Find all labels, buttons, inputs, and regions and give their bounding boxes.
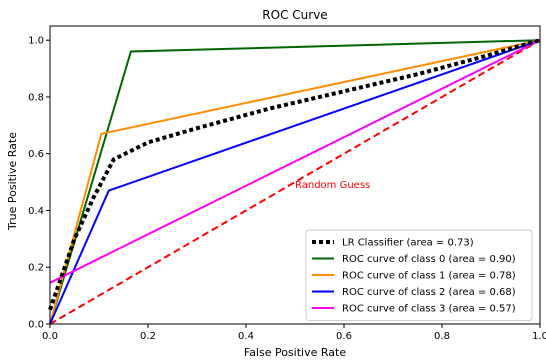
x-tick-label: 0.4	[238, 331, 254, 342]
y-tick-label: 0.6	[28, 149, 44, 160]
x-tick-label: 1.0	[532, 331, 546, 342]
series-line-4	[49, 39, 541, 284]
y-tick-label: 0.4	[28, 206, 44, 217]
x-tick-label: 0.8	[434, 331, 450, 342]
series-line-5	[49, 39, 541, 325]
plot-area	[48, 25, 541, 325]
y-tick-label: 1.0	[28, 36, 44, 47]
plot-frame	[49, 25, 541, 325]
y-tick-label: 0.2	[28, 263, 44, 274]
x-tick-label: 0.6	[336, 331, 352, 342]
series-layer	[48, 38, 541, 325]
legend-label: ROC curve of class 0 (area = 0.90)	[342, 254, 516, 265]
y-axis-ticks: 0.0 0.2 0.4 0.6 0.8 1.0	[28, 36, 50, 331]
y-tick-label: 0.8	[28, 92, 44, 103]
chart-title: ROC Curve	[262, 8, 327, 22]
legend: LR Classifier (area = 0.73) ROC curve of …	[305, 229, 533, 321]
legend-label: ROC curve of class 3 (area = 0.57)	[342, 304, 516, 315]
y-tick-label: 0.0	[28, 320, 44, 331]
x-tick-label: 0.2	[140, 331, 156, 342]
x-tick-label: 0.0	[42, 331, 58, 342]
legend-label: ROC curve of class 2 (area = 0.68)	[342, 287, 516, 298]
random-guess-annotation: Random Guess	[295, 180, 370, 191]
legend-box	[305, 229, 533, 321]
series-line-0	[48, 38, 541, 311]
x-axis-label: False Positive Rate	[244, 346, 346, 359]
series-line-3	[49, 39, 541, 325]
legend-label: ROC curve of class 1 (area = 0.78)	[342, 271, 516, 282]
legend-label: LR Classifier (area = 0.73)	[342, 238, 474, 249]
y-axis-label: True Positive Rate	[6, 132, 19, 231]
series-line-1	[49, 39, 541, 325]
x-axis-ticks: 0.0 0.2 0.4 0.6 0.8 1.0	[42, 324, 546, 342]
